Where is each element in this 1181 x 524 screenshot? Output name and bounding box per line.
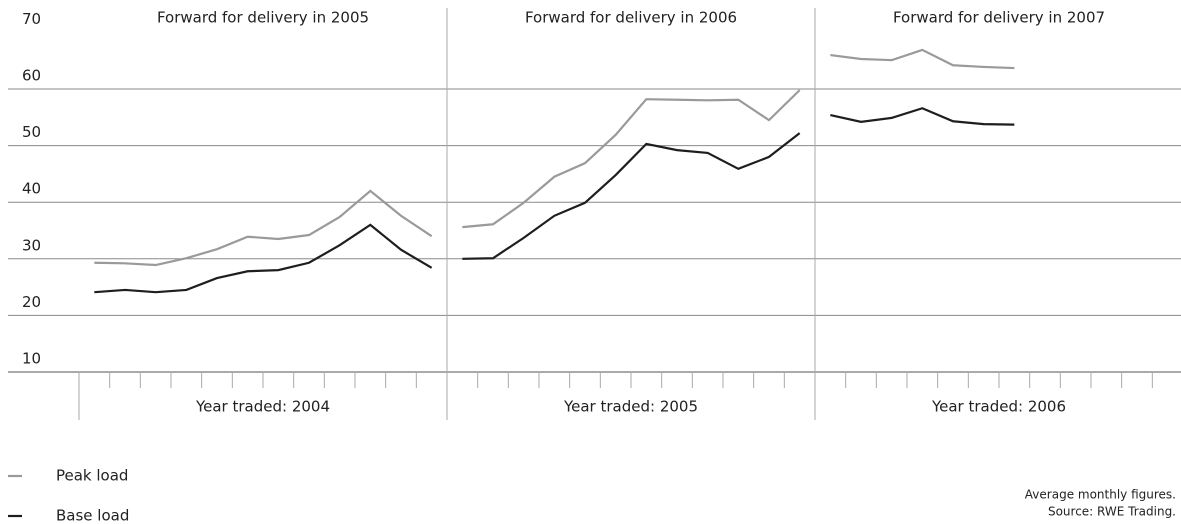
series-line [462, 132, 801, 260]
y-tick-label: 60 [22, 67, 41, 85]
y-tick-label: 20 [22, 293, 41, 311]
x-axis-label: Year traded: 2005 [563, 398, 698, 416]
note: Average monthly figures. [1025, 488, 1176, 502]
series-line [830, 107, 1015, 126]
x-axis-label: Year traded: 2006 [931, 398, 1066, 416]
y-tick-label: 50 [22, 123, 41, 141]
series-line [830, 48, 1015, 70]
y-tick-label: 10 [22, 350, 41, 368]
y-tick-label: 30 [22, 236, 41, 254]
panel-title: Forward for delivery in 2005 [157, 9, 369, 27]
note: Source: RWE Trading. [1048, 505, 1176, 519]
x-axis-label: Year traded: 2004 [195, 398, 330, 416]
legend-label: Base load [56, 507, 129, 524]
y-tick-label: 70 [22, 10, 41, 28]
legend-label: Peak load [56, 467, 128, 485]
series-line [94, 223, 433, 294]
y-tick-label: 40 [22, 180, 41, 198]
panel-title: Forward for delivery in 2006 [525, 9, 737, 27]
series-line [94, 189, 433, 267]
panel-title: Forward for delivery in 2007 [893, 9, 1105, 27]
series-line [462, 89, 801, 229]
